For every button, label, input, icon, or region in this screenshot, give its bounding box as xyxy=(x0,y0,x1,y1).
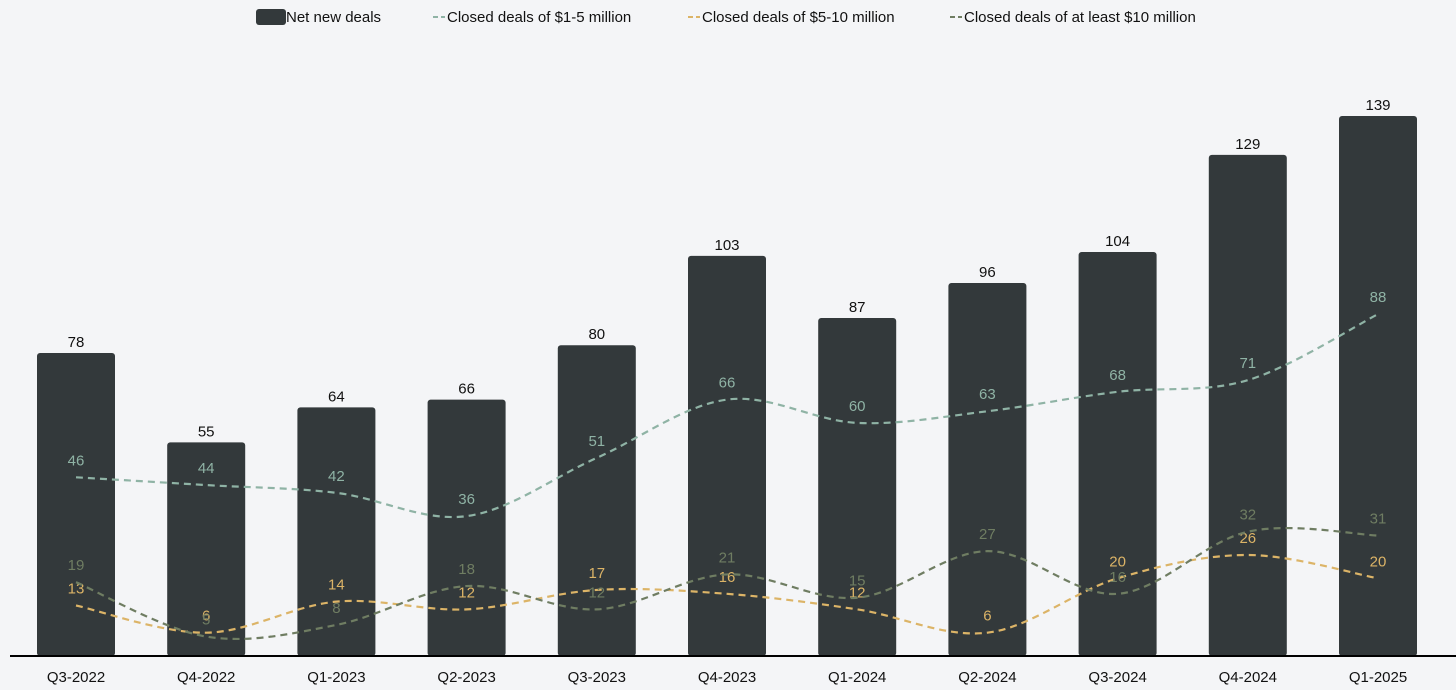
bar xyxy=(1078,251,1157,656)
legend-swatch xyxy=(256,9,286,25)
line-value-label: 31 xyxy=(1370,511,1387,528)
line-value-label: 14 xyxy=(328,577,345,594)
line-value-label: 5 xyxy=(202,612,210,629)
line-value-label: 68 xyxy=(1109,367,1126,384)
line-value-label: 26 xyxy=(1239,530,1256,547)
bar xyxy=(948,283,1027,656)
x-tick-label: Q3-2024 xyxy=(1088,669,1146,686)
line-value-label: 20 xyxy=(1109,553,1126,570)
x-tick-label: Q1-2024 xyxy=(828,669,886,686)
bar-value-label: 139 xyxy=(1365,97,1390,114)
line-value-label: 16 xyxy=(719,569,736,586)
x-tick-label: Q3-2022 xyxy=(47,669,105,686)
line-value-label: 16 xyxy=(1109,569,1126,586)
line-value-label: 8 xyxy=(332,600,340,617)
bar-value-label: 80 xyxy=(588,326,605,343)
line-value-label: 21 xyxy=(719,549,736,566)
line-value-label: 71 xyxy=(1239,355,1256,372)
x-tick-label: Q3-2023 xyxy=(568,669,626,686)
line-value-label: 6 xyxy=(983,608,991,625)
line-value-label: 19 xyxy=(68,557,85,574)
x-tick-label: Q1-2025 xyxy=(1349,669,1407,686)
line-value-label: 18 xyxy=(458,561,475,578)
line-value-label: 15 xyxy=(849,573,866,590)
legend-label: Closed deals of $1-5 million xyxy=(447,9,631,26)
line-value-label: 88 xyxy=(1370,289,1387,306)
legend: Net new deals Closed deals of $1-5 millio… xyxy=(256,9,1196,26)
line-value-label: 17 xyxy=(588,565,605,582)
x-tick-label: Q4-2023 xyxy=(698,669,756,686)
line-value-label: 46 xyxy=(68,452,85,469)
bar xyxy=(1208,154,1287,656)
x-tick-label: Q2-2023 xyxy=(437,669,495,686)
bar-value-label: 104 xyxy=(1105,233,1130,250)
x-tick-label: Q2-2024 xyxy=(958,669,1016,686)
x-tick-label: Q4-2024 xyxy=(1219,669,1277,686)
series-line xyxy=(75,313,1379,519)
bar xyxy=(818,318,897,656)
line-value-label: 12 xyxy=(588,584,605,601)
bar xyxy=(297,407,376,656)
legend-label: Closed deals of $5-10 million xyxy=(702,9,895,26)
bar xyxy=(688,255,766,656)
bar xyxy=(37,352,115,656)
bar xyxy=(427,399,506,656)
x-axis: Q3-2022 Q4-2022 Q1-2023 Q2-2023 Q3-2023 Q4-20… xyxy=(10,655,1456,686)
bar xyxy=(167,442,246,656)
x-tick-label: Q1-2023 xyxy=(307,669,365,686)
bar-value-label: 129 xyxy=(1235,136,1260,153)
line-value-label: 27 xyxy=(979,526,996,543)
line-value-label: 32 xyxy=(1239,507,1256,524)
x-tick-label: Q4-2022 xyxy=(177,669,235,686)
line-value-label: 63 xyxy=(979,386,996,403)
series-line xyxy=(75,526,1379,641)
line-value-label: 51 xyxy=(588,433,605,450)
bar-value-label: 87 xyxy=(849,299,866,316)
line-value-label: 12 xyxy=(458,584,475,601)
bar-value-label: 66 xyxy=(458,381,475,398)
bar-value-label: 78 xyxy=(68,334,85,351)
line-value-label: 44 xyxy=(198,460,215,477)
line-value-label: 6 xyxy=(202,608,210,625)
bar-value-label: 64 xyxy=(328,388,345,405)
line-value-label: 66 xyxy=(719,375,736,392)
line-value-label: 42 xyxy=(328,468,345,485)
legend-label: Net new deals xyxy=(286,9,381,26)
line-value-label: 36 xyxy=(458,491,475,508)
bar-value-label: 55 xyxy=(198,423,215,440)
bar xyxy=(1339,115,1417,657)
series-line xyxy=(75,553,1379,635)
line-value-label: 20 xyxy=(1370,553,1387,570)
legend-label: Closed deals of at least $10 million xyxy=(964,9,1196,26)
line-value-label: 60 xyxy=(849,398,866,415)
bar xyxy=(557,345,636,656)
bar-value-label: 96 xyxy=(979,264,996,281)
bar-value-label: 103 xyxy=(714,237,739,254)
